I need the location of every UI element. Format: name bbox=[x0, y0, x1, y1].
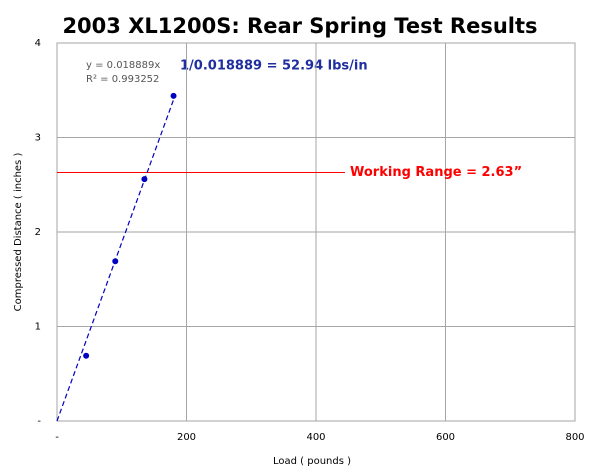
data-point bbox=[170, 92, 177, 99]
trend-equation: y = 0.018889x bbox=[86, 60, 160, 71]
y-tick-label: 4 bbox=[35, 38, 41, 49]
x-axis-label: Load ( pounds ) bbox=[273, 456, 351, 467]
data-point bbox=[141, 176, 148, 183]
x-tick-label: 600 bbox=[436, 432, 455, 443]
data-point bbox=[83, 352, 90, 359]
y-tick-label: 1 bbox=[35, 322, 41, 333]
plot-border bbox=[56, 42, 576, 422]
x-tick-label: 200 bbox=[177, 432, 196, 443]
data-point bbox=[112, 258, 119, 265]
y-tick-label: 3 bbox=[35, 133, 41, 144]
reference-label: Working Range = 2.63” bbox=[350, 165, 522, 180]
x-tick-label: - bbox=[55, 432, 59, 443]
chart-title: 2003 XL1200S: Rear Spring Test Results bbox=[62, 14, 537, 38]
y-tick-label: 2 bbox=[35, 227, 41, 238]
x-tick-label: 800 bbox=[565, 432, 584, 443]
trend-r-squared: R² = 0.993252 bbox=[86, 74, 159, 85]
x-tick-label: 400 bbox=[306, 432, 325, 443]
y-axis-label: Compressed Distance ( inches ) bbox=[13, 153, 24, 312]
annotation: 1/0.018889 = 52.94 lbs/in bbox=[180, 59, 368, 74]
y-tick-label: - bbox=[37, 416, 41, 427]
